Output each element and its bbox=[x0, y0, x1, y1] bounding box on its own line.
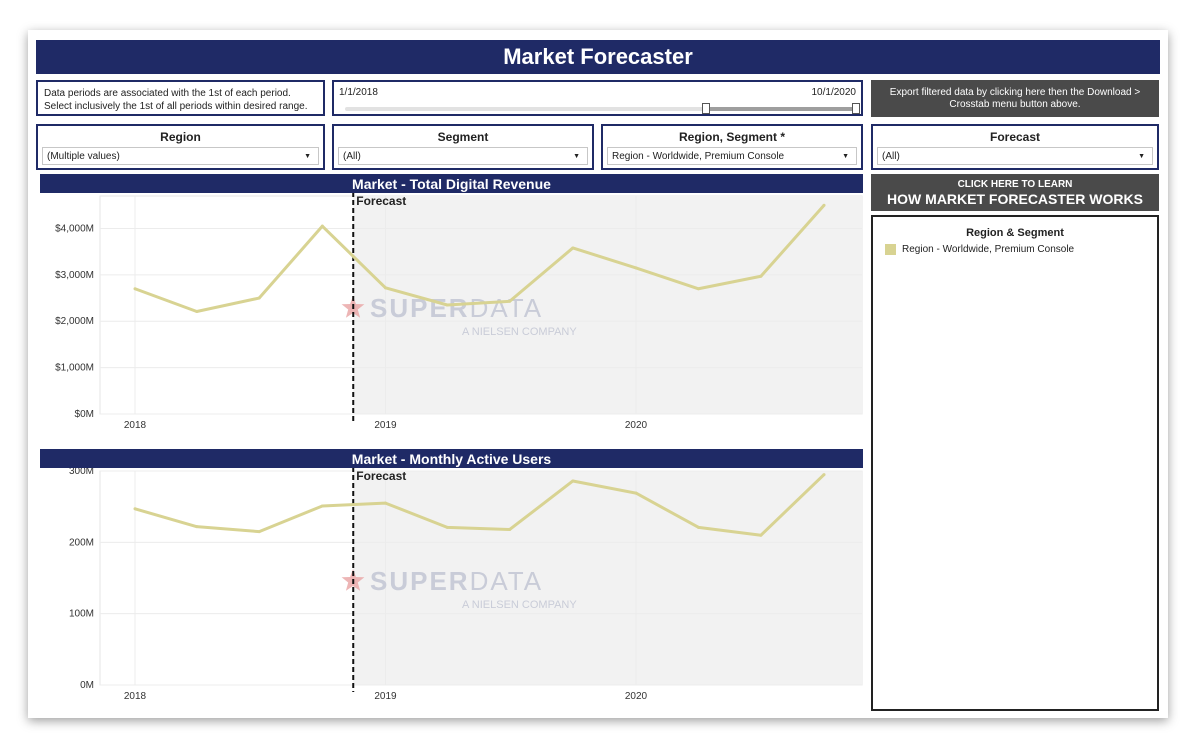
learn-button-line1: CLICK HERE TO LEARN bbox=[957, 179, 1073, 190]
revenue-chart-title: Market - Total Digital Revenue bbox=[40, 174, 863, 193]
y-tick-label: $1,000M bbox=[55, 363, 94, 374]
data-point bbox=[320, 504, 324, 508]
x-tick-label: 2019 bbox=[374, 691, 397, 702]
mau-chart[interactable]: 0M 100M 200M 300M 2018 2019 2020 SUPERDATA A NIE… bbox=[40, 468, 865, 708]
data-point bbox=[195, 309, 199, 313]
learn-button[interactable]: CLICK HERE TO LEARN HOW MARKET FORECASTE… bbox=[871, 174, 1159, 211]
data-point bbox=[133, 287, 137, 291]
legend-item[interactable]: Region - Worldwide, Premium Console bbox=[885, 244, 1074, 255]
legend-swatch bbox=[885, 244, 896, 255]
revenue-chart[interactable]: $0M $1,000M $2,000M $3,000M $4,000M 2018 2019 2… bbox=[40, 193, 865, 438]
y-tick-label: 200M bbox=[69, 537, 94, 548]
filter-region-segment: Region, Segment * Region - Worldwide, Pr… bbox=[601, 124, 863, 170]
data-point bbox=[759, 274, 763, 278]
data-point bbox=[384, 501, 387, 505]
y-tick-label: $3,000M bbox=[55, 270, 94, 281]
filter-region: Region (Multiple values) ▼ bbox=[36, 124, 325, 170]
x-tick-label: 2018 bbox=[124, 691, 147, 702]
y-tick-label: $4,000M bbox=[55, 223, 94, 234]
data-point bbox=[571, 246, 575, 250]
data-point bbox=[822, 473, 826, 477]
data-point bbox=[445, 303, 449, 307]
data-point bbox=[696, 525, 700, 529]
data-point bbox=[320, 224, 324, 228]
filter-region-label: Region bbox=[160, 130, 201, 144]
data-point bbox=[634, 491, 638, 495]
legend-item-label: Region - Worldwide, Premium Console bbox=[902, 244, 1075, 255]
chevron-down-icon: ▼ bbox=[304, 153, 311, 160]
chevron-down-icon: ▼ bbox=[1138, 153, 1145, 160]
filter-forecast: Forecast (All) ▼ bbox=[871, 124, 1159, 170]
data-point bbox=[696, 287, 700, 291]
legend-title: Region & Segment bbox=[966, 227, 1064, 239]
data-point bbox=[508, 527, 512, 531]
range-start-label: 1/1/2018 bbox=[339, 87, 378, 98]
filter-forecast-value: (All) bbox=[882, 151, 900, 162]
filter-forecast-label: Forecast bbox=[989, 130, 1041, 144]
data-point bbox=[195, 525, 199, 529]
watermark-subtitle: A NIELSEN COMPANY bbox=[462, 599, 577, 611]
y-tick-label: 100M bbox=[69, 609, 94, 620]
y-tick-label: 300M bbox=[69, 468, 94, 477]
slider-selection bbox=[706, 107, 855, 111]
filter-region-select[interactable]: (Multiple values) ▼ bbox=[42, 147, 319, 165]
filter-segment-label: Segment bbox=[437, 130, 489, 144]
series-line bbox=[134, 473, 826, 537]
data-point bbox=[508, 299, 512, 303]
date-range-slider[interactable]: 1/1/2018 10/1/2020 bbox=[332, 80, 863, 116]
mau-chart-title: Market - Monthly Active Users bbox=[40, 449, 863, 468]
filter-region-segment-select[interactable]: Region - Worldwide, Premium Console ▼ bbox=[607, 147, 857, 165]
data-point bbox=[634, 266, 638, 270]
page-title: Market Forecaster bbox=[36, 40, 1160, 74]
data-point bbox=[445, 525, 449, 529]
data-point bbox=[257, 296, 261, 300]
data-point bbox=[571, 479, 575, 483]
x-tick-label: 2020 bbox=[625, 420, 648, 431]
y-tick-label: 0M bbox=[80, 680, 94, 691]
watermark-brand: SUPERDATA bbox=[370, 293, 543, 323]
legend-panel: Region & Segment Region - Worldwide, Pre… bbox=[871, 215, 1159, 711]
range-end-label: 10/1/2020 bbox=[811, 87, 857, 98]
filter-forecast-select[interactable]: (All) ▼ bbox=[877, 147, 1153, 165]
filter-segment: Segment (All) ▼ bbox=[332, 124, 594, 170]
chevron-down-icon: ▼ bbox=[573, 153, 580, 160]
slider-start-handle[interactable] bbox=[702, 103, 710, 114]
series-line bbox=[134, 204, 826, 313]
forecast-region bbox=[353, 196, 862, 414]
chevron-down-icon: ▼ bbox=[842, 153, 849, 160]
x-tick-label: 2018 bbox=[124, 420, 147, 431]
x-tick-label: 2020 bbox=[625, 691, 648, 702]
slider-track[interactable] bbox=[345, 107, 855, 111]
forecast-region bbox=[353, 471, 862, 685]
data-point bbox=[759, 533, 763, 537]
export-button[interactable]: Export filtered data by clicking here th… bbox=[871, 80, 1159, 117]
data-point bbox=[133, 507, 137, 511]
forecast-label: Forecast bbox=[356, 194, 406, 208]
watermark-subtitle: A NIELSEN COMPANY bbox=[462, 326, 577, 338]
learn-button-line2: HOW MARKET FORECASTER WORKS bbox=[887, 191, 1143, 207]
y-tick-label: $0M bbox=[75, 409, 94, 420]
forecast-label: Forecast bbox=[356, 469, 406, 483]
filter-region-value: (Multiple values) bbox=[47, 151, 120, 162]
x-tick-label: 2019 bbox=[374, 420, 397, 431]
period-note: Data periods are associated with the 1st… bbox=[36, 80, 325, 116]
data-point bbox=[257, 530, 261, 534]
slider-end-handle[interactable] bbox=[852, 103, 860, 114]
data-point bbox=[822, 203, 826, 207]
data-point bbox=[384, 286, 387, 290]
filter-region-segment-value: Region - Worldwide, Premium Console bbox=[612, 151, 785, 162]
y-tick-label: $2,000M bbox=[55, 316, 94, 327]
filter-segment-value: (All) bbox=[343, 151, 361, 162]
filter-region-segment-label: Region, Segment * bbox=[678, 130, 785, 144]
filter-segment-select[interactable]: (All) ▼ bbox=[338, 147, 588, 165]
watermark-brand: SUPERDATA bbox=[370, 566, 543, 596]
